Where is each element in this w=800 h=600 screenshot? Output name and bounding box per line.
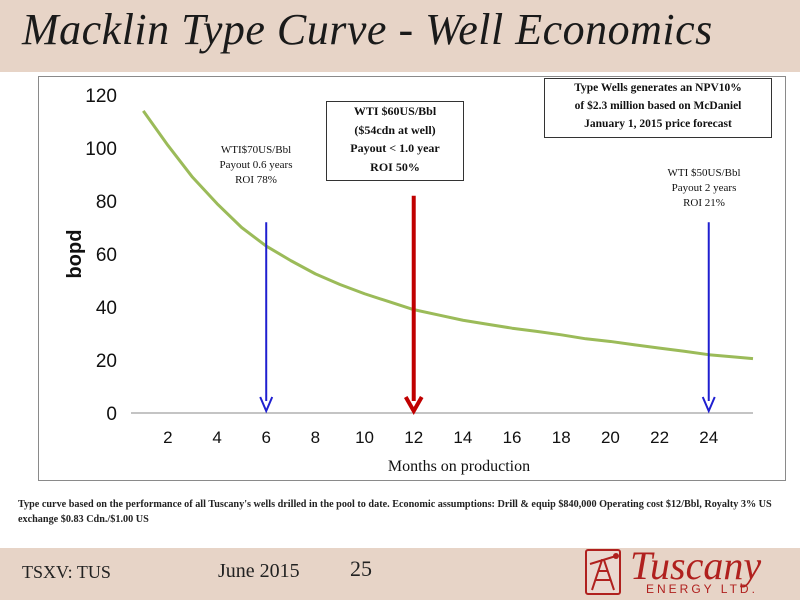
wti60-box: WTI $60US/Bbl ($54cdn at well) Payout < … [326,101,464,181]
blue-arrow [701,222,716,414]
chart-series [142,110,754,361]
y-tick-label: 40 [96,298,117,319]
wti50-annotation: WTI $50US/Bbl Payout 2 years ROI 21% [654,166,754,211]
wti70-line-1: WTI$70US/Bbl [220,144,292,156]
wti50-line-2: Payout 2 years [671,182,737,194]
x-axis-label: Months on production [388,458,530,475]
x-tick-label: 12 [404,428,423,447]
type-curve-line [142,110,754,361]
wti70-annotation: WTI$70US/Bbl Payout 0.6 years ROI 78% [206,143,306,188]
y-axis-label: bopd [64,230,86,279]
wti50-line-3: ROI 21% [683,197,725,209]
y-tick-label: 20 [96,351,117,372]
wti70-line-2: Payout 0.6 years [219,159,293,171]
tuscany-logo: Tuscany ENERGY LTD. [580,543,790,600]
x-tick-label: 6 [261,428,270,447]
title-band [0,0,800,72]
arrow-head [701,396,716,414]
page-number: 25 [350,556,372,581]
oil-derrick-icon [585,549,621,595]
arrow-head [259,396,274,414]
wti60-line-1: WTI $60US/Bbl [353,104,437,118]
x-tick-label: 20 [601,428,620,447]
wti60-line-4: ROI 50% [370,159,420,174]
wti60-line-2: ($54cdn at well) [354,122,436,137]
x-tick-label: 2 [163,428,172,447]
x-tick-label: 16 [503,428,522,447]
y-tick-label: 120 [85,86,117,107]
npv-line-1: Type Wells generates an NPV10% [574,82,742,94]
presentation-date: June 2015 [218,560,300,582]
x-tick-label: 18 [552,428,571,447]
footnote: Type curve based on the performance of a… [18,499,772,525]
x-tick-label: 14 [453,428,472,447]
npv-line-2: of $2.3 million based on McDaniel [574,100,742,112]
wti70-line-3: ROI 78% [235,174,277,186]
logo-name: Tuscany [630,543,762,588]
red-arrow [403,195,424,416]
wti60-line-3: Payout < 1.0 year [350,141,440,155]
logo-subtitle: ENERGY LTD. [646,582,758,596]
footer-band [0,548,800,600]
slide-title: Macklin Type Curve - Well Economics [22,5,713,54]
blue-arrow [259,222,274,414]
ticker-symbol: TSXV: TUS [22,562,111,582]
x-tick-label: 24 [699,428,718,447]
wti50-line-1: WTI $50US/Bbl [667,167,741,179]
x-tick-label: 4 [212,428,221,447]
chart-arrows [259,195,716,416]
y-tick-label: 100 [85,139,117,160]
y-tick-label: 80 [96,192,117,213]
x-tick-label: 8 [311,428,320,447]
arrow-head [403,396,424,416]
y-tick-label: 60 [96,245,117,266]
npv-line-3: January 1, 2015 price forecast [584,118,732,130]
x-tick-label: 10 [355,428,374,447]
y-tick-label: 0 [106,404,117,425]
npv-box: Type Wells generates an NPV10% of $2.3 m… [544,78,772,138]
x-tick-label: 22 [650,428,669,447]
